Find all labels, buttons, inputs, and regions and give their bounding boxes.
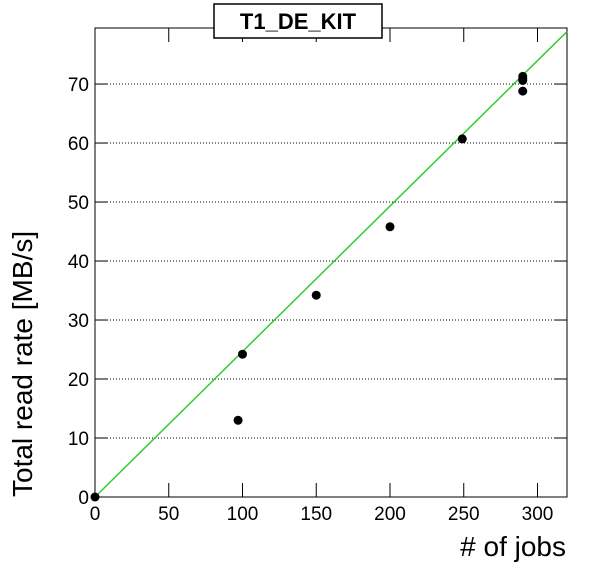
x-tick-label: 300 (522, 504, 554, 525)
y-axis-label: Total read rate [MB/s] (7, 231, 38, 497)
data-point (238, 349, 247, 359)
y-tick-label: 10 (68, 429, 89, 450)
y-tick-label: 30 (68, 311, 89, 332)
plot-area: 0 10 20 30 40 50 60 70 0 50 100 150 200 250 300 (68, 28, 568, 525)
title-box (213, 3, 383, 39)
y-tick-label: 60 (68, 134, 89, 155)
data-point (518, 86, 528, 96)
fit-line (94, 31, 568, 498)
x-tick-label: 50 (158, 504, 179, 525)
data-point (233, 415, 243, 425)
x-tick-label: 0 (90, 504, 101, 525)
y-tick-label: 70 (68, 75, 89, 96)
data-point (90, 492, 100, 502)
y-tick-label: 20 (68, 370, 89, 391)
x-tick-label: 200 (374, 504, 406, 525)
data-point (457, 134, 467, 144)
data-point (311, 290, 321, 300)
data-point (518, 71, 528, 81)
x-tick-label: 100 (227, 504, 259, 525)
x-tick-label: 150 (300, 504, 332, 525)
x-axis-label: # of jobs (460, 531, 566, 562)
y-tick-label: 0 (78, 488, 89, 509)
data-point (385, 222, 395, 232)
y-tick-label: 50 (68, 193, 89, 214)
y-tick-label: 40 (68, 252, 89, 273)
chart-title: T1_DE_KIT (240, 9, 357, 34)
x-tick-label: 250 (448, 504, 480, 525)
